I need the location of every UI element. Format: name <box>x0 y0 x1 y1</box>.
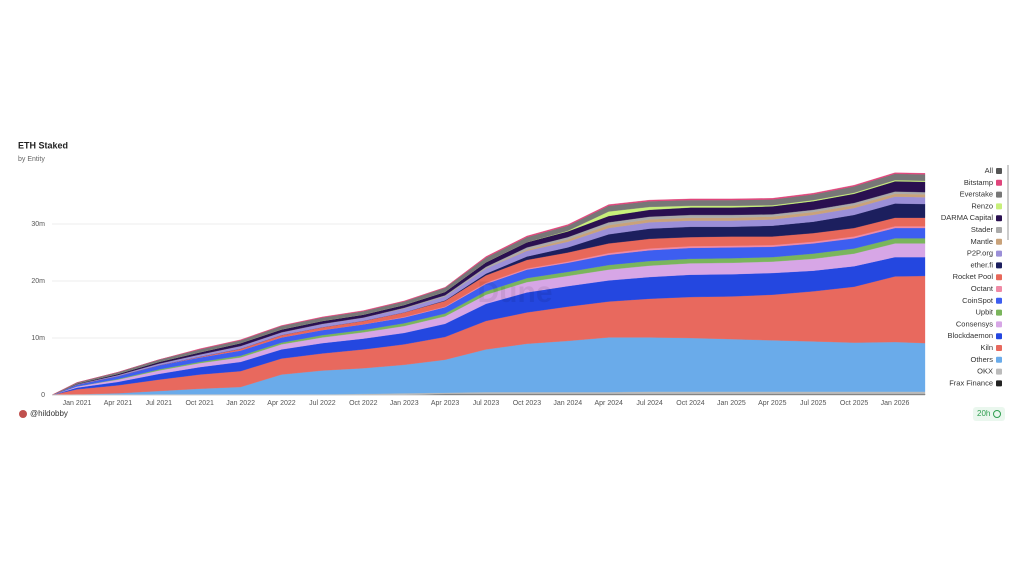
legend-swatch[interactable] <box>996 333 1002 340</box>
legend-swatch[interactable] <box>996 286 1002 292</box>
legend-swatch[interactable] <box>996 191 1002 198</box>
x-tick-label: Jan 2023 <box>390 400 419 407</box>
x-tick-label: Jul 2025 <box>800 400 827 407</box>
legend-swatch[interactable] <box>996 356 1002 363</box>
legend-label: Rocket Pool <box>953 272 994 281</box>
legend-swatch[interactable] <box>996 297 1002 304</box>
age: 20h <box>977 409 990 418</box>
y-tick-label: 10m <box>31 335 45 342</box>
legend-swatch[interactable] <box>996 215 1002 222</box>
legend-label: CoinSpot <box>962 296 994 305</box>
legend-swatch[interactable] <box>996 274 1002 281</box>
x-tick-label: Jul 2023 <box>473 400 500 407</box>
legend-swatch[interactable] <box>996 309 1002 316</box>
plot: 0 10m 20m 30m Jan 2021 Apr 2021 Jul 2021 Oct 20… <box>31 172 926 407</box>
x-tick-label: Apr 2025 <box>758 400 787 407</box>
x-tick-label: Jan 2024 <box>553 400 582 407</box>
x-tick-label: Apr 2022 <box>267 400 296 407</box>
x-tick-label: Oct 2024 <box>676 400 705 407</box>
legend-label: Bitstamp <box>964 178 993 187</box>
legend-swatch[interactable] <box>996 321 1002 328</box>
legend-label: All <box>985 166 994 175</box>
chart-title: ETH Staked <box>18 140 68 150</box>
x-tick-label: Apr 2024 <box>594 400 623 407</box>
x-tick-label: Jan 2021 <box>63 400 92 407</box>
x-tick-label: Jan 2022 <box>226 400 255 407</box>
x-tick-label: Jul 2024 <box>636 400 663 407</box>
legend-label: Mantle <box>970 237 993 246</box>
check-icon <box>993 410 1001 418</box>
legend-swatch[interactable] <box>996 227 1002 233</box>
legend-label: Others <box>970 355 993 364</box>
y-tick-label: 30m <box>31 221 45 228</box>
x-tick-label: Jul 2022 <box>309 400 336 407</box>
legend-label: P2P.org <box>967 249 993 258</box>
y-tick-label: 0 <box>41 392 45 399</box>
x-tick-label: Oct 2022 <box>349 400 378 407</box>
legend-label: Kiln <box>980 343 993 352</box>
legend-label: Everstake <box>960 190 993 199</box>
legend-swatch[interactable] <box>996 168 1002 174</box>
x-tick-label: Jul 2021 <box>146 400 173 407</box>
legend-label: Renzo <box>971 201 993 210</box>
legend-label: OKX <box>977 367 993 376</box>
legend-swatch[interactable] <box>996 238 1002 245</box>
avatar <box>19 410 27 418</box>
x-tick-label: Apr 2021 <box>104 400 133 407</box>
legend-swatch[interactable] <box>996 380 1002 387</box>
legend-label: DARMA Capital <box>941 213 993 222</box>
legend-label: Consensys <box>956 319 993 328</box>
legend-swatch[interactable] <box>996 368 1002 375</box>
y-tick-label: 20m <box>31 278 45 285</box>
legend-label: Stader <box>971 225 994 234</box>
legend-label: Blockdaemon <box>948 331 993 340</box>
legend-label: ether.fi <box>970 260 993 269</box>
area <box>51 172 926 396</box>
x-tick-label: Oct 2025 <box>840 400 869 407</box>
x-tick-label: Jan 2026 <box>881 400 910 407</box>
x-tick-label: Apr 2023 <box>431 400 460 407</box>
legend-label: Upbit <box>975 308 993 317</box>
x-tick-label: Oct 2023 <box>513 400 542 407</box>
author[interactable]: @hildobby <box>30 409 68 418</box>
legend-label: Octant <box>971 284 994 293</box>
x-tick-label: Oct 2021 <box>185 400 214 407</box>
chart-subtitle: by Entity <box>18 156 45 163</box>
watermark: Dune <box>478 276 553 309</box>
legend-swatch[interactable] <box>996 250 1002 257</box>
legend-swatch[interactable] <box>996 345 1002 351</box>
x-tick-label: Jan 2025 <box>717 400 746 407</box>
legend-swatch[interactable] <box>996 262 1002 269</box>
legend-label: Frax Finance <box>949 378 993 387</box>
legend-swatch[interactable] <box>996 179 1002 186</box>
legend-swatch[interactable] <box>996 203 1002 210</box>
